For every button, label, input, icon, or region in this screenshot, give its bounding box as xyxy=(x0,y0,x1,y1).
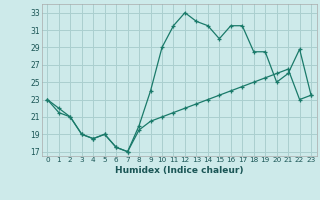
X-axis label: Humidex (Indice chaleur): Humidex (Indice chaleur) xyxy=(115,166,244,175)
